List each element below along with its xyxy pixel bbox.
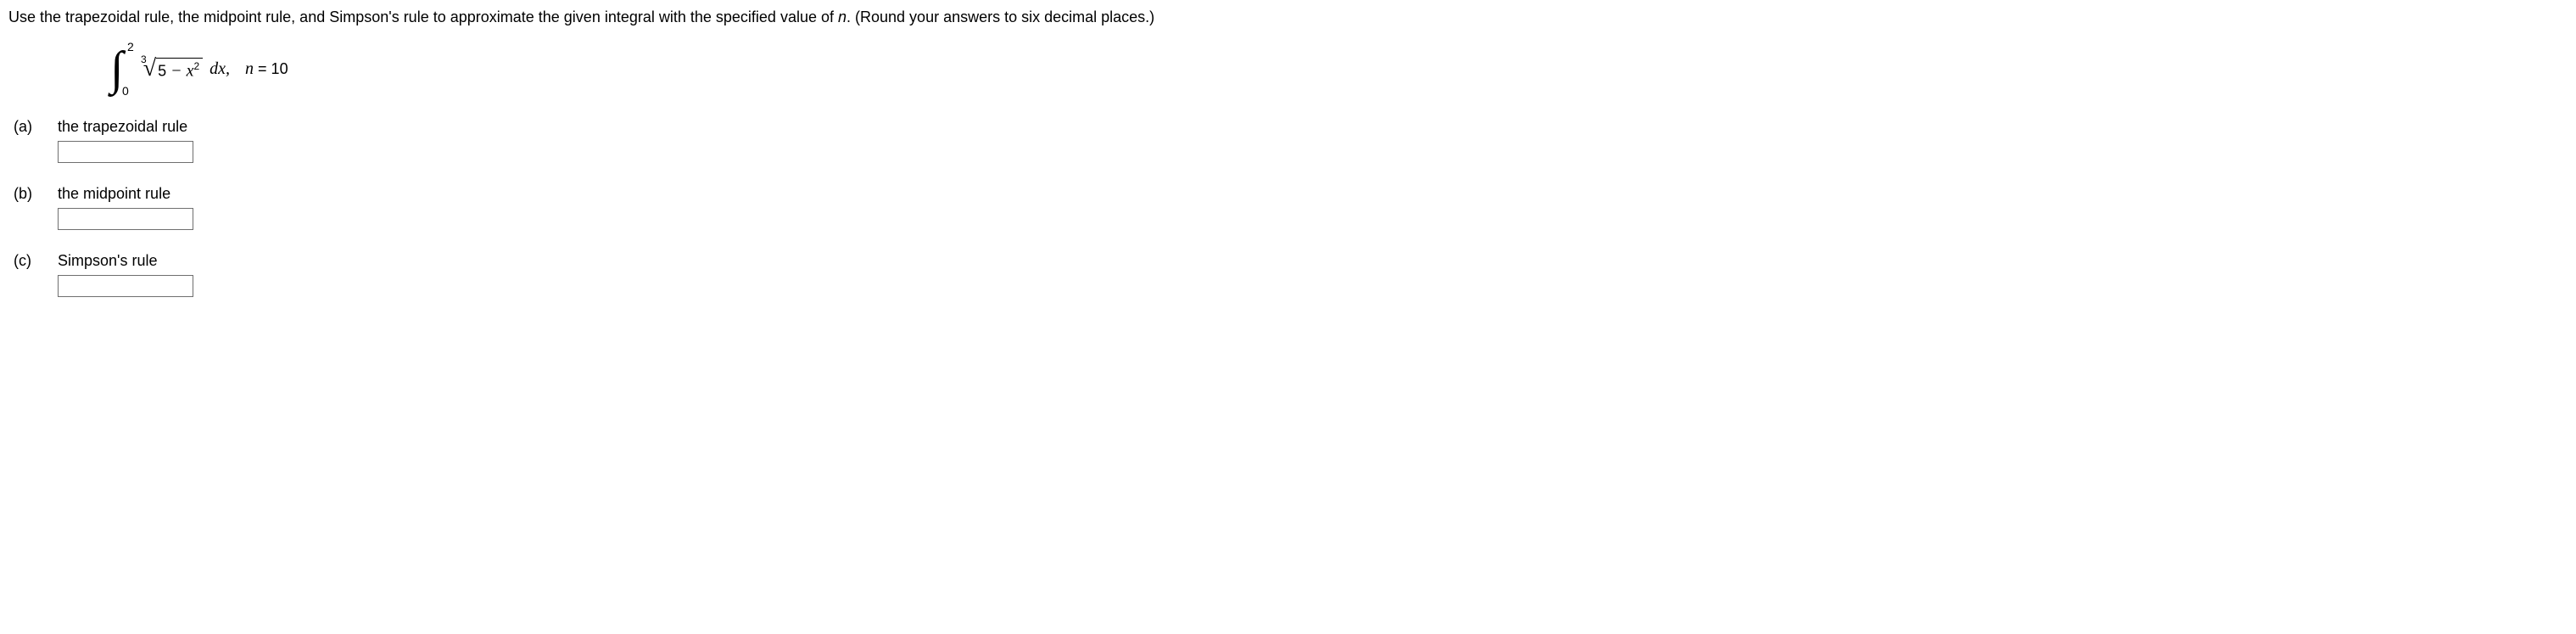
part-c-input[interactable]	[58, 275, 193, 297]
part-c-label: (c)	[8, 252, 58, 270]
lower-limit: 0	[122, 84, 129, 98]
cube-root: 3 √ 5 − x2	[137, 57, 203, 81]
integral-expression: ∫ 2 0 3 √ 5 − x2 dx, n = 10	[110, 45, 2568, 93]
instruction-var: n	[838, 8, 847, 25]
part-a-text: the trapezoidal rule	[58, 118, 187, 136]
part-b: (b) the midpoint rule	[8, 185, 2568, 230]
instruction-prefix: Use the trapezoidal rule, the midpoint r…	[8, 8, 838, 25]
part-c: (c) Simpson's rule	[8, 252, 2568, 297]
instruction-suffix: . (Round your answers to six decimal pla…	[847, 8, 1154, 25]
integral-symbol: ∫ 2 0	[110, 45, 134, 93]
dx: dx,	[210, 59, 230, 79]
instruction-text: Use the trapezoidal rule, the midpoint r…	[8, 7, 2568, 28]
n-value: n = 10	[245, 59, 288, 79]
root-index: 3	[141, 53, 147, 65]
part-b-input[interactable]	[58, 208, 193, 230]
upper-limit: 2	[127, 40, 134, 53]
part-a-input[interactable]	[58, 141, 193, 163]
part-a-label: (a)	[8, 118, 58, 136]
radicand: 5 − x2	[156, 58, 203, 81]
part-c-text: Simpson's rule	[58, 252, 157, 270]
part-a: (a) the trapezoidal rule	[8, 118, 2568, 163]
part-b-label: (b)	[8, 185, 58, 203]
part-b-text: the midpoint rule	[58, 185, 170, 203]
